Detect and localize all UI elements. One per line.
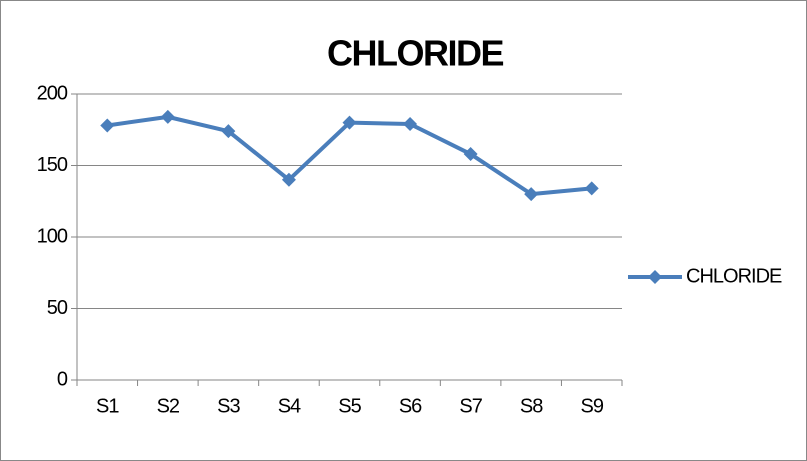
x-tick-label: S5 <box>338 395 361 417</box>
point-marker <box>221 124 236 139</box>
x-tick-label: S1 <box>96 395 119 417</box>
point-marker <box>584 181 599 196</box>
y-tick-label: 100 <box>37 225 68 247</box>
x-tick-label: S6 <box>399 395 422 417</box>
point-marker <box>160 109 175 124</box>
point-marker <box>524 187 539 202</box>
legend-label: CHLORIDE <box>686 265 782 287</box>
x-tick-label: S9 <box>580 395 603 417</box>
x-tick-label: S3 <box>217 395 240 417</box>
point-marker <box>100 118 115 133</box>
legend-marker <box>648 270 662 284</box>
x-tick-label: S7 <box>459 395 482 417</box>
y-tick-label: 200 <box>37 82 68 104</box>
point-marker <box>281 172 296 187</box>
x-tick-label: S4 <box>278 395 301 417</box>
chart-title: CHLORIDE <box>327 33 503 74</box>
y-tick-label: 0 <box>57 368 68 390</box>
x-tick-label: S8 <box>520 395 543 417</box>
y-tick-label: 150 <box>37 154 68 176</box>
point-marker <box>403 117 418 132</box>
point-marker <box>463 147 478 162</box>
point-marker <box>342 115 357 130</box>
y-tick-label: 50 <box>47 297 68 319</box>
x-tick-label: S2 <box>157 395 180 417</box>
